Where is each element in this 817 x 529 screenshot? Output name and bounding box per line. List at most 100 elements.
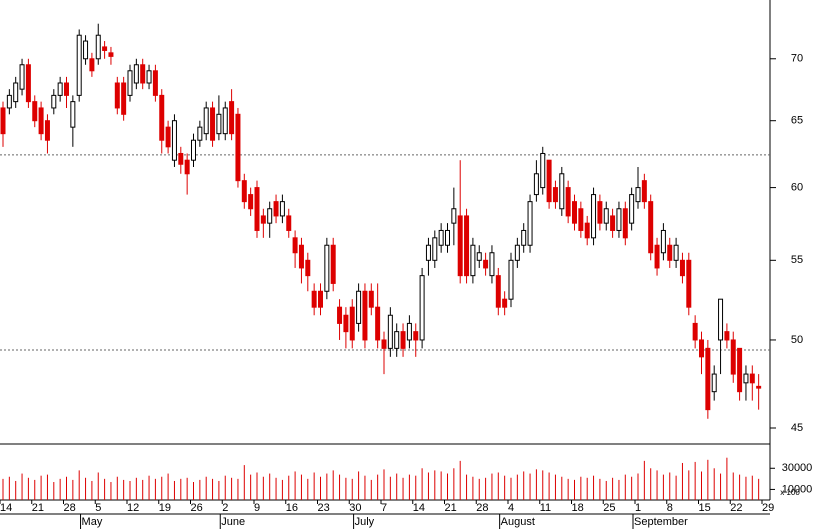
candle-body <box>464 215 470 277</box>
candle-body <box>552 187 558 203</box>
y-tick-label: 60 <box>791 182 803 194</box>
candle-body <box>260 215 266 224</box>
x-tick-label: 29 <box>762 502 774 514</box>
x-tick-label: 28 <box>64 502 76 514</box>
candle-body <box>686 259 692 308</box>
candle-body <box>235 113 241 182</box>
candle-body <box>387 314 393 349</box>
x-tick-label: 28 <box>476 502 488 514</box>
candle-body <box>533 173 539 196</box>
x-tick-label: 11 <box>540 502 551 514</box>
x-tick-label: 26 <box>191 502 203 514</box>
candle-body <box>6 94 12 109</box>
volume-tick-label: 10000 <box>782 483 813 495</box>
candle-body <box>25 64 31 103</box>
candle-body <box>521 229 527 246</box>
candle-body <box>502 298 508 308</box>
x-tick-label: 30 <box>349 502 361 514</box>
candle-body <box>76 34 82 96</box>
month-label: May <box>82 516 103 528</box>
candle-body <box>286 215 292 231</box>
candle-body <box>114 82 120 109</box>
candle-body <box>0 107 6 135</box>
candle-body <box>121 82 127 115</box>
candle-body <box>756 385 762 389</box>
candle-body <box>470 244 476 277</box>
candle-body <box>375 306 381 341</box>
volume-tick-label: 30000 <box>782 462 813 474</box>
candle-body <box>641 180 647 203</box>
candle-body <box>248 194 254 210</box>
x-tick-label: 15 <box>699 502 711 514</box>
y-tick-label: 55 <box>791 254 803 266</box>
candle-body <box>146 70 152 84</box>
candle-body <box>419 275 425 341</box>
y-tick-label: 70 <box>791 53 803 65</box>
x-tick-label: 12 <box>127 502 139 514</box>
candle-body <box>445 229 450 246</box>
candle-body <box>381 339 387 349</box>
candle-body <box>572 201 577 224</box>
candle-body <box>457 215 463 277</box>
candle-body <box>222 107 228 135</box>
candle-body <box>64 82 69 96</box>
candle-body <box>508 259 514 300</box>
candle-body <box>159 94 165 141</box>
candle-body <box>749 373 755 384</box>
candle-body <box>32 101 38 122</box>
candle-body <box>406 322 412 341</box>
candle-body <box>476 252 482 261</box>
candle-body <box>133 64 139 84</box>
candle-body <box>527 201 533 246</box>
candle-body <box>546 159 552 203</box>
candle-body <box>660 229 666 254</box>
candle-body <box>673 244 679 261</box>
month-label: June <box>221 516 245 528</box>
candle-body <box>108 52 114 57</box>
candle-body <box>349 306 355 341</box>
candle-body <box>298 244 304 269</box>
candle-body <box>273 201 279 217</box>
candle-body <box>724 331 730 341</box>
x-tick-label: 18 <box>572 502 584 514</box>
y-tick-label: 45 <box>791 422 803 434</box>
x-tick-label: 16 <box>286 502 298 514</box>
x-tick-label: 2 <box>222 502 228 514</box>
volume-unit: x 100 <box>780 488 800 497</box>
candle-body <box>57 82 63 96</box>
candle-body <box>337 306 343 324</box>
candle-body <box>197 126 203 141</box>
candle-body <box>692 322 698 341</box>
candle-body <box>171 120 177 161</box>
candle-body <box>279 201 285 217</box>
x-tick-label: 7 <box>381 502 387 514</box>
candle-body <box>267 208 273 224</box>
candle-body <box>330 244 336 284</box>
month-label: August <box>501 516 535 528</box>
candle-body <box>38 107 44 135</box>
x-tick-label: 25 <box>603 502 615 514</box>
candle-body <box>622 208 628 239</box>
candle-body <box>718 298 724 341</box>
y-tick-label: 50 <box>791 334 803 346</box>
month-label: July <box>355 516 375 528</box>
x-tick-label: 5 <box>95 502 101 514</box>
candle-body <box>184 159 190 175</box>
candle-body <box>591 194 597 239</box>
candle-body <box>648 201 654 254</box>
candle-body <box>432 237 438 261</box>
candle-body <box>102 46 108 51</box>
candle-body <box>559 173 565 210</box>
candle-body <box>324 244 330 292</box>
x-tick-label: 1 <box>635 502 641 514</box>
candle-body <box>705 347 711 411</box>
candle-body <box>679 259 685 277</box>
candle-body <box>629 194 635 224</box>
candle-body <box>292 237 298 254</box>
candle-body <box>254 187 260 231</box>
x-tick-label: 4 <box>508 502 514 514</box>
candle-body <box>730 339 736 375</box>
candle-body <box>165 126 171 148</box>
candle-body <box>368 290 374 308</box>
